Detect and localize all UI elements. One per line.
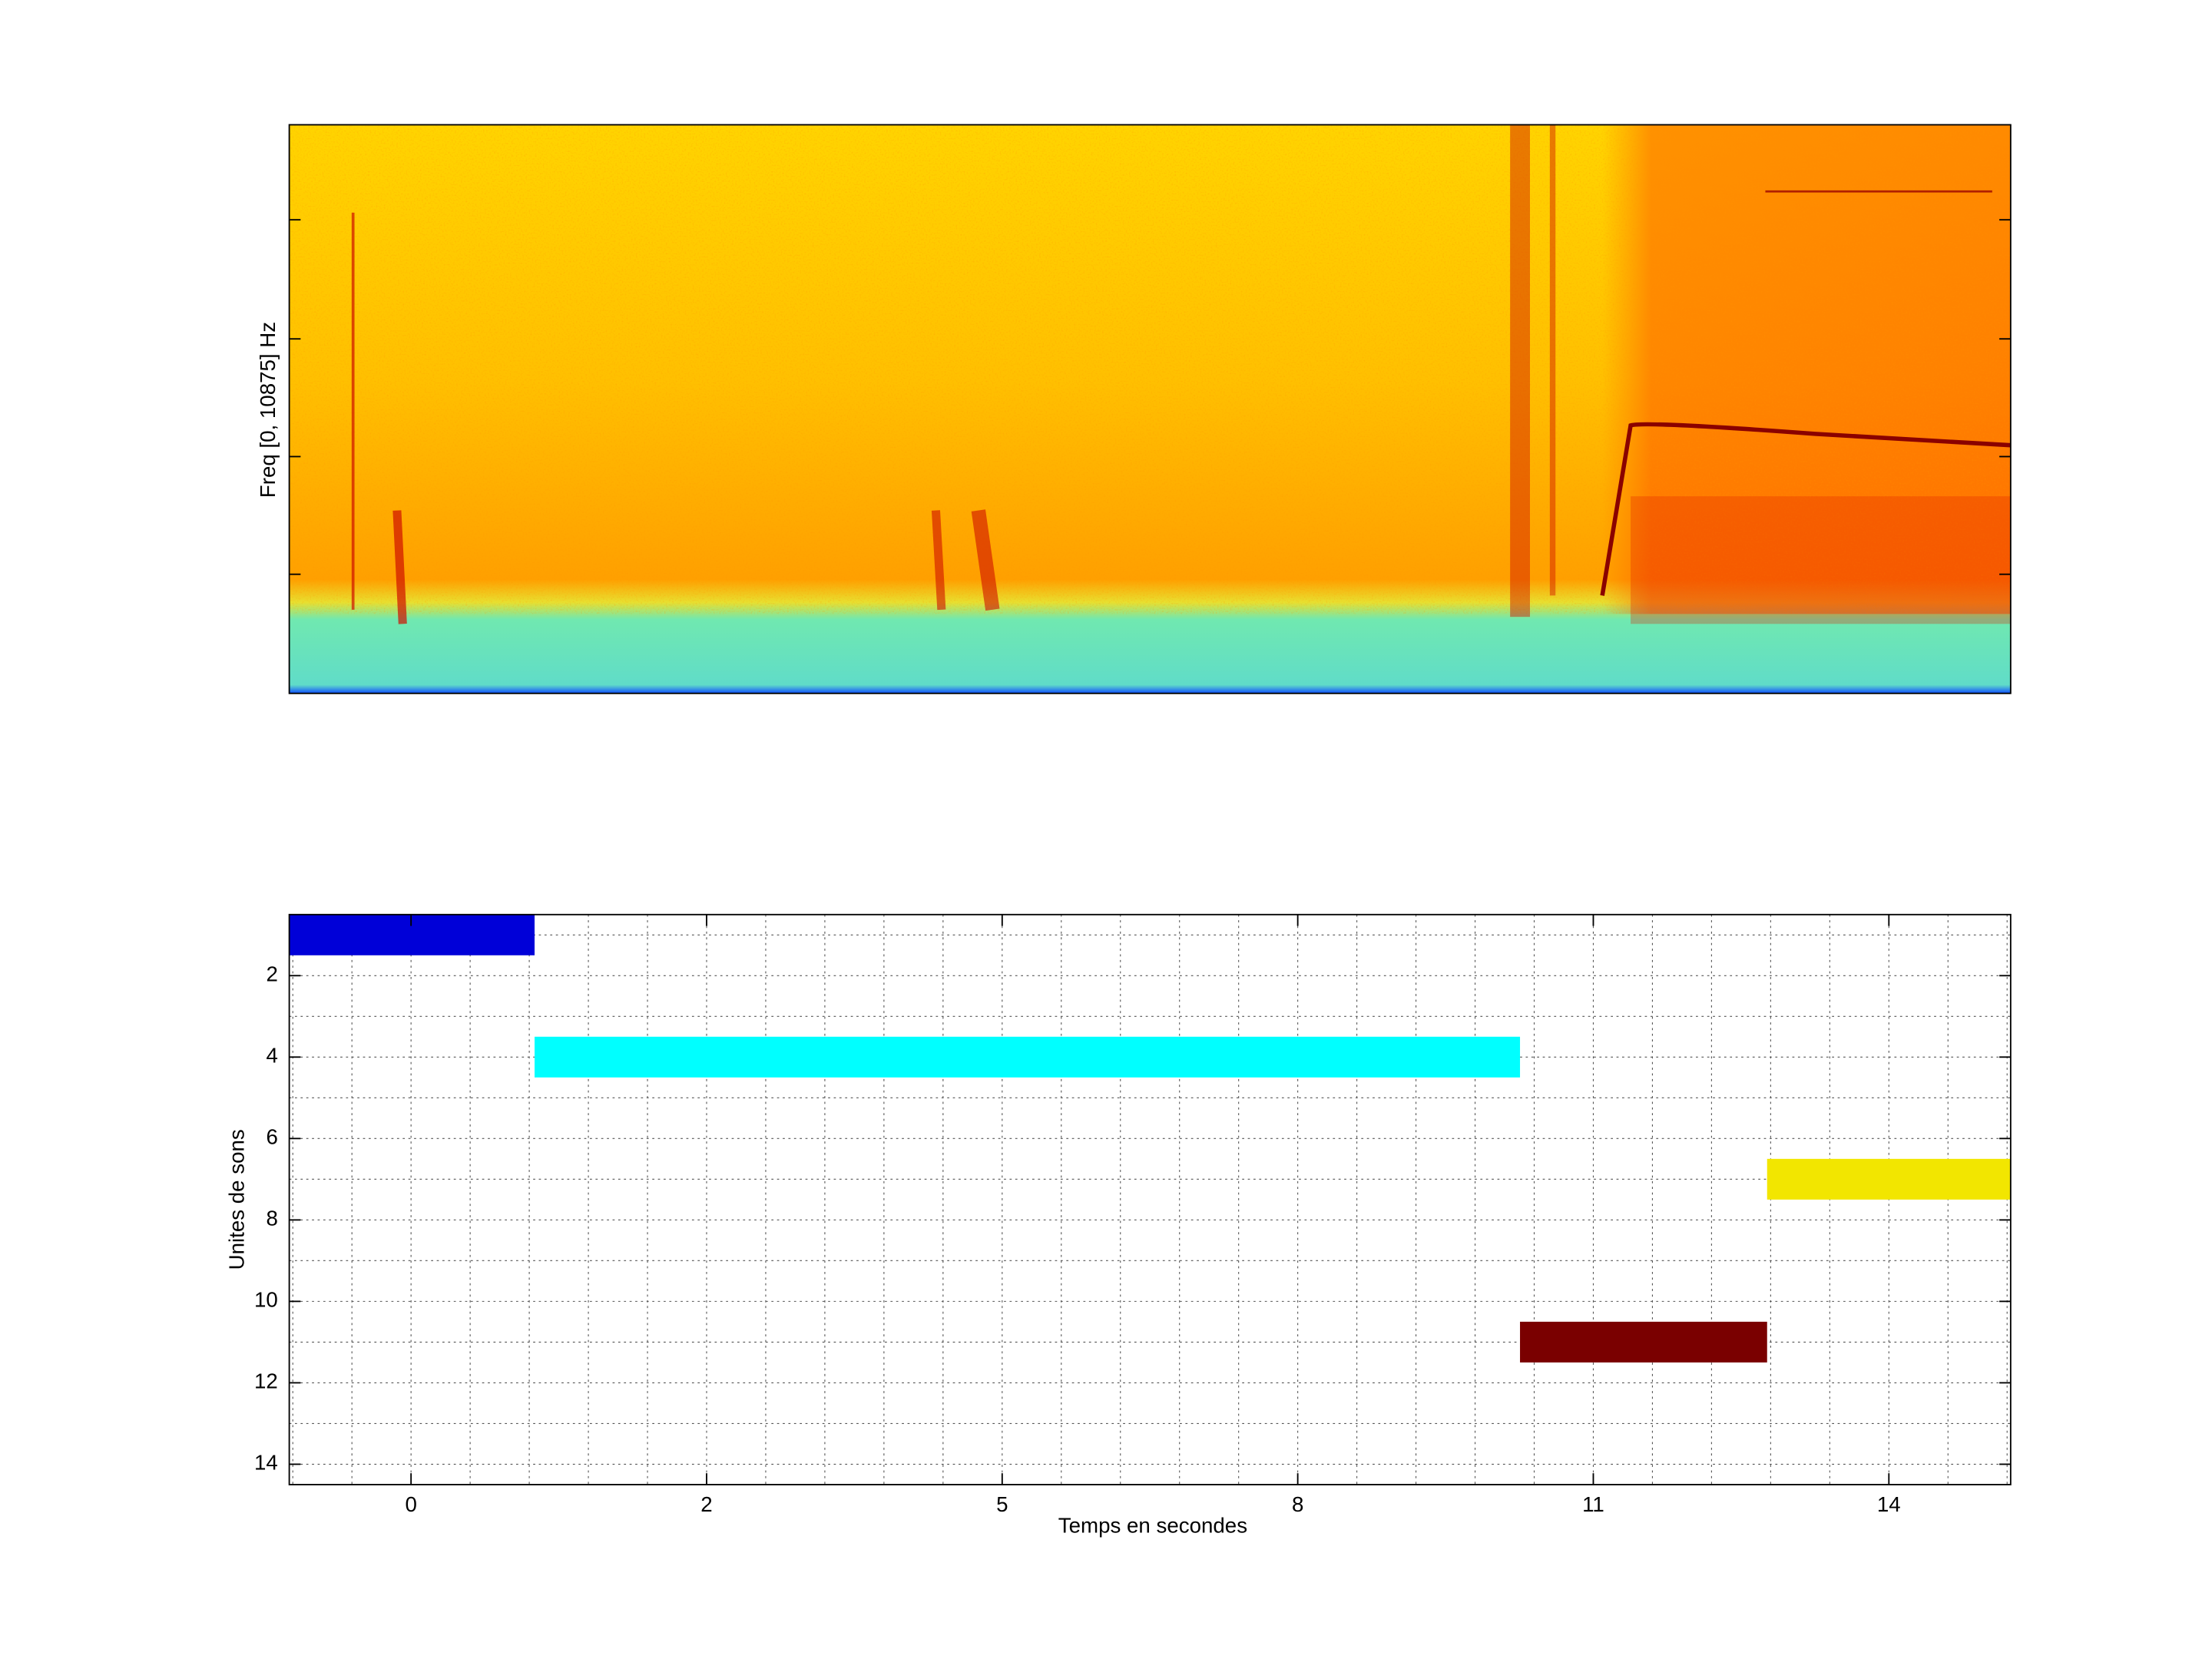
y-tick-label: 10 xyxy=(254,1288,278,1312)
axes-box xyxy=(288,913,2012,1485)
x-tick-label: 5 xyxy=(996,1492,1008,1516)
bar xyxy=(1767,1158,2011,1200)
y-tick-label: 4 xyxy=(266,1044,277,1068)
spectrogram-features xyxy=(351,124,2012,624)
y-axis-label: Freq [0, 10875] Hz xyxy=(256,322,280,498)
x-axis-label: Temps en secondes xyxy=(1058,1514,1247,1538)
y-tick-label: 2 xyxy=(266,962,277,986)
spectrogram-noise xyxy=(289,124,2011,614)
x-tick-label: 2 xyxy=(700,1492,712,1516)
bar xyxy=(535,1036,1521,1078)
bar xyxy=(289,914,535,955)
axes-box xyxy=(288,124,2012,694)
y-tick-label: 6 xyxy=(266,1125,277,1149)
bar xyxy=(1520,1321,1767,1363)
y-tick-label: 14 xyxy=(254,1451,278,1475)
y-ticks xyxy=(289,219,2011,575)
x-tick-label: 8 xyxy=(1292,1492,1303,1516)
x-tick-label: 0 xyxy=(405,1492,416,1516)
y-tick-label: 12 xyxy=(254,1369,278,1393)
spectrogram-panel: Freq [0, 10875] Hz xyxy=(256,124,2012,694)
x-tick-label: 14 xyxy=(1877,1492,1901,1516)
y-tick-label: 8 xyxy=(266,1207,277,1230)
y-axis-label: Unites de sons xyxy=(224,1129,248,1270)
x-tick-label: 11 xyxy=(1582,1492,1604,1516)
